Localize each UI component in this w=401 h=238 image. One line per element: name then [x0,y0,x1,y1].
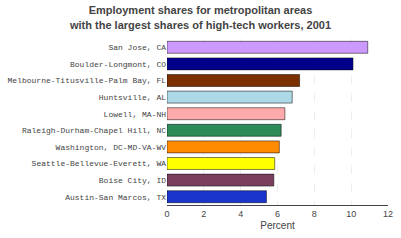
svg-text:12: 12 [383,209,393,219]
svg-text:Austin-San Marcos, TX: Austin-San Marcos, TX [65,193,166,202]
svg-text:Percent: Percent [260,220,295,231]
svg-text:Seattle-Bellevue-Everett, WA: Seattle-Bellevue-Everett, WA [32,159,167,168]
svg-text:8: 8 [312,209,317,219]
svg-text:San Jose, CA: San Jose, CA [108,43,166,52]
svg-text:0: 0 [164,209,169,219]
svg-text:10: 10 [346,209,356,219]
svg-text:6: 6 [275,209,280,219]
svg-text:4: 4 [238,209,243,219]
svg-text:Lowell, MA-NH: Lowell, MA-NH [104,110,167,119]
svg-text:2: 2 [201,209,206,219]
svg-text:Boulder-Longmont, CO: Boulder-Longmont, CO [70,60,166,69]
svg-text:Employment shares for metropol: Employment shares for metropolitan areas… [69,4,331,30]
svg-text:Huntsville, AL: Huntsville, AL [99,93,166,102]
svg-text:Raleigh-Durham-Chapel Hill, NC: Raleigh-Durham-Chapel Hill, NC [22,126,166,135]
svg-text:Washington, DC-MD-VA-WV: Washington, DC-MD-VA-WV [56,143,167,152]
svg-text:Melbourne-Titusville-Palm Bay,: Melbourne-Titusville-Palm Bay, FL [8,76,167,85]
svg-text:Boise City, ID: Boise City, ID [99,176,166,185]
